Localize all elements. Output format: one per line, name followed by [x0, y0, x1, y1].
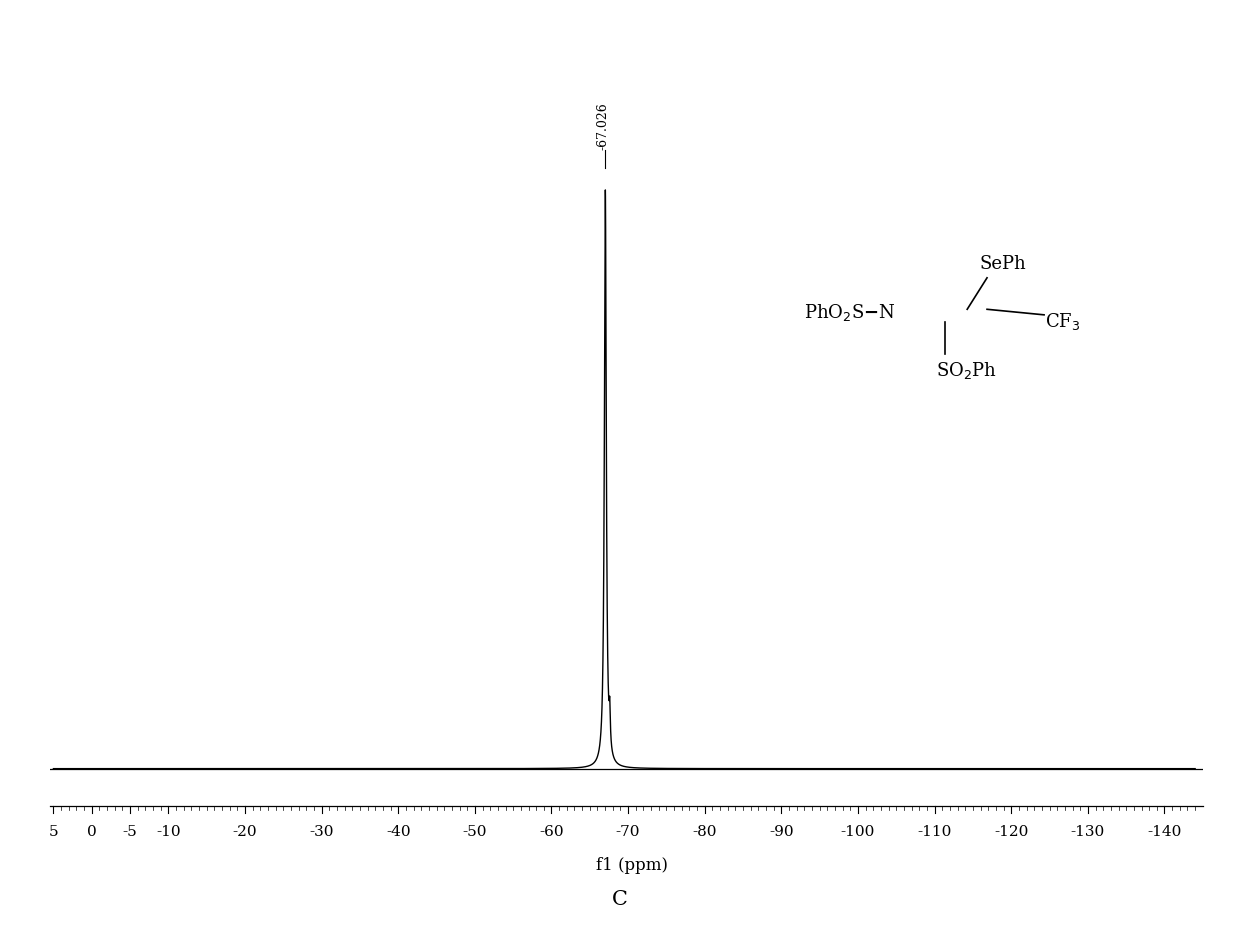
Text: CF$_3$: CF$_3$: [1045, 311, 1081, 332]
Text: C: C: [613, 890, 627, 909]
Text: SePh: SePh: [980, 255, 1027, 273]
X-axis label: f1 (ppm): f1 (ppm): [596, 857, 668, 874]
Text: -67.026: -67.026: [596, 103, 610, 150]
Text: PhO$_2$S$\mathbf{-}$N: PhO$_2$S$\mathbf{-}$N: [804, 303, 895, 323]
Text: SO$_2$Ph: SO$_2$Ph: [936, 360, 997, 381]
